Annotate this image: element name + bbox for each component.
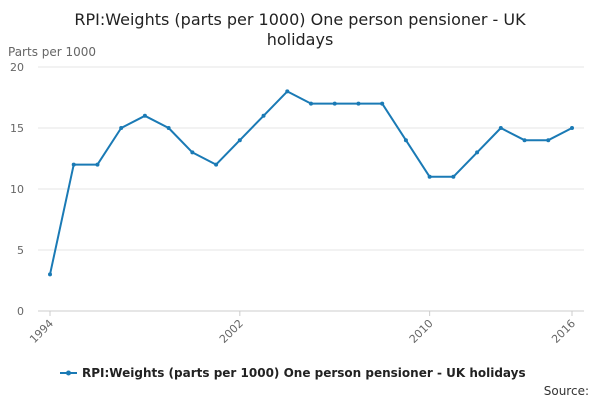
data-point-1996[interactable]: [95, 162, 100, 167]
source-label: Source:: [544, 384, 589, 398]
data-point-2014[interactable]: [522, 138, 527, 143]
data-point-1997[interactable]: [119, 126, 124, 130]
data-point-1998[interactable]: [142, 113, 147, 118]
legend-marker-swatch: [66, 370, 71, 376]
x-tick-label-2002: 2002: [217, 317, 246, 346]
grid-lines: [38, 66, 584, 251]
y-tick-label-10: 10: [10, 183, 24, 196]
data-point-2008[interactable]: [380, 101, 385, 106]
data-point-2000[interactable]: [190, 150, 195, 155]
legend[interactable]: RPI:Weights (parts per 1000) One person …: [60, 366, 526, 380]
series-line-0: [49, 90, 573, 275]
x-tick-label-2016: 2016: [549, 317, 578, 346]
data-point-2002[interactable]: [237, 138, 242, 143]
data-point-1999[interactable]: [166, 126, 171, 130]
data-point-2009[interactable]: [403, 138, 408, 143]
x-tick-label-2010: 2010: [407, 317, 436, 346]
y-tick-label-15: 15: [10, 122, 24, 135]
legend-label: RPI:Weights (parts per 1000) One person …: [82, 366, 526, 380]
data-point-2006[interactable]: [332, 101, 337, 106]
y-tick-label-20: 20: [10, 61, 24, 74]
y-axis-label: Parts per 1000: [8, 45, 96, 59]
data-point-2010[interactable]: [427, 174, 432, 179]
series-group: [48, 89, 574, 277]
data-point-2015[interactable]: [546, 138, 551, 143]
data-point-2012[interactable]: [475, 150, 480, 155]
x-tick-labels: 1994 2002 2010 2016: [27, 311, 578, 346]
chart-title-line-2: holidays: [267, 30, 334, 49]
y-tick-label-5: 5: [17, 244, 24, 257]
y-tick-labels: 0 5 10 15 20: [10, 61, 24, 318]
chart-title-line-1: RPI:Weights (parts per 1000) One person …: [74, 10, 526, 29]
data-point-2011[interactable]: [451, 174, 456, 179]
data-point-2004[interactable]: [285, 89, 290, 94]
data-point-1995[interactable]: [71, 162, 76, 167]
data-point-1994[interactable]: [48, 272, 52, 277]
y-tick-label-0: 0: [17, 305, 24, 318]
data-point-2005[interactable]: [309, 101, 313, 106]
data-point-2007[interactable]: [356, 101, 361, 106]
x-tick-label-1994: 1994: [27, 317, 56, 346]
data-point-2003[interactable]: [261, 113, 266, 118]
data-point-2016[interactable]: [570, 126, 574, 130]
data-point-2001[interactable]: [214, 162, 219, 167]
data-point-2013[interactable]: [498, 126, 503, 130]
